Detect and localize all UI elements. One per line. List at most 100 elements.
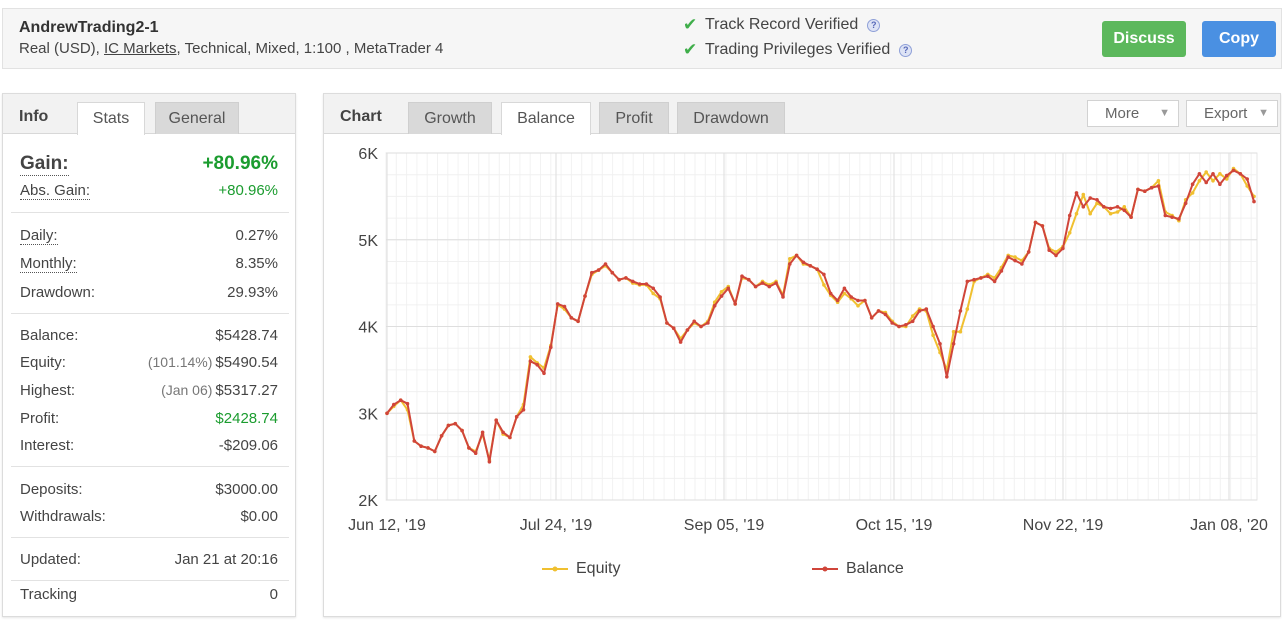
balance-point [678,340,683,344]
balance-point [767,284,772,289]
x-tick-label: Nov 22, '19 [1023,517,1104,534]
drawdown-value: 29.93% [227,284,278,301]
balance-point [562,304,567,309]
more-dropdown[interactable]: More ▼ [1087,100,1179,127]
balance-point [1129,215,1133,219]
balance-point [1081,205,1086,209]
equity-point [1108,211,1113,216]
balance-point [781,295,785,299]
equity-point [1115,210,1120,214]
legend-balance[interactable]: Balance [812,560,904,578]
balance-point [549,345,553,350]
balance-point [521,408,526,412]
balance-point [828,291,833,296]
interest-row: Interest: -$209.06 [20,437,278,454]
tracking-row: Tracking 0 [20,586,278,603]
balance-point [1245,177,1249,181]
updated-value: Jan 21 at 20:16 [174,551,278,568]
discuss-button[interactable]: Discuss [1102,21,1186,57]
equity-point [1211,179,1215,183]
tab-profit[interactable]: Profit [599,102,669,134]
x-tick-label: Jan 08, '20 [1190,517,1268,534]
tab-drawdown[interactable]: Drawdown [677,102,785,134]
balance-point [979,276,983,280]
abs-gain-value: +80.96% [218,182,278,199]
drawdown-row: Drawdown: 29.93% [20,284,278,301]
balance-point [924,307,929,311]
y-tick-label: 4K [358,320,378,337]
account-header: AndrewTrading2-1 Real (USD), IC Markets,… [2,8,1282,69]
chevron-down-icon: ▼ [1159,107,1170,119]
balance-point [596,268,601,272]
tracking-label: Tracking [20,586,77,603]
help-icon[interactable]: ? [867,18,881,32]
balance-point [972,277,976,282]
abs-gain-row: Abs. Gain: +80.96% [20,182,278,200]
legend-balance-label: Balance [846,560,904,577]
equity-label: Equity: [20,354,66,371]
abs-gain-label[interactable]: Abs. Gain: [20,182,91,200]
equity-point [719,290,724,294]
highest-value: $5317.27 [215,382,278,399]
balance-point [992,279,997,284]
balance-point [719,294,724,298]
help-icon[interactable]: ? [899,43,913,57]
equity-point [1190,191,1195,195]
balance-point [576,319,580,324]
balance-point [1163,213,1168,218]
tab-growth[interactable]: Growth [408,102,492,134]
balance-row: Balance: $5428.74 [20,327,278,344]
tab-general[interactable]: General [155,102,239,134]
balance-point [712,303,717,308]
info-tabbar: Info Stats General [3,94,295,135]
balance-value: $5428.74 [215,327,278,344]
y-tick-label: 5K [358,233,378,250]
balance-point [699,324,703,329]
balance-point [822,272,826,277]
balance-point [1115,205,1120,209]
balance-point [808,264,813,268]
balance-point [1136,187,1140,192]
highest-date: (Jan 06) [161,382,213,398]
gain-row: Gain: +80.96% [20,153,278,176]
track-record-label: Track Record Verified [705,16,859,33]
balance-point [487,460,492,464]
balance-point [685,328,690,332]
equity-point [1054,250,1058,254]
balance-point [1088,196,1092,200]
copy-button[interactable]: Copy [1202,21,1276,57]
x-tick-label: Jul 24, '19 [520,517,593,534]
y-tick-label: 2K [358,493,378,510]
broker-link[interactable]: IC Markets [104,40,177,57]
balance-point [999,269,1004,273]
deposits-label: Deposits: [20,481,83,498]
interest-label: Interest: [20,437,75,454]
gain-label[interactable]: Gain: [20,153,69,176]
withdrawals-label: Withdrawals: [20,508,106,525]
profit-row: Profit: $2428.74 [20,410,278,427]
equity-point [1074,211,1079,216]
balance-point [603,262,608,266]
balance-point [890,321,894,325]
balance-point [1156,184,1161,188]
equity-point [1095,201,1099,206]
balance-point [542,371,546,376]
export-dropdown[interactable]: Export ▼ [1186,100,1278,127]
equity-point [951,329,956,334]
balance-point [876,309,881,313]
tab-stats[interactable]: Stats [77,102,145,135]
balance-point [835,298,840,303]
balance-point [1108,206,1113,211]
trading-privileges-verified: ✔ Trading Privileges Verified ? [683,40,913,60]
balance-point [1033,220,1038,225]
tab-balance[interactable]: Balance [501,102,591,135]
equity-point [931,333,935,337]
balance-point [480,430,485,435]
balance-chart: 2K 3K 4K 5K 6K Jun 12, '19 Jul 24, '19 Sep 05, … [348,146,1268,534]
monthly-label[interactable]: Monthly: [20,255,77,273]
daily-label[interactable]: Daily: [20,227,58,245]
legend-equity[interactable]: Equity [542,560,620,578]
highest-row: Highest: (Jan 06) $5317.27 [20,382,278,399]
chart-title: Chart [340,108,382,125]
interest-value: -$209.06 [218,437,278,454]
